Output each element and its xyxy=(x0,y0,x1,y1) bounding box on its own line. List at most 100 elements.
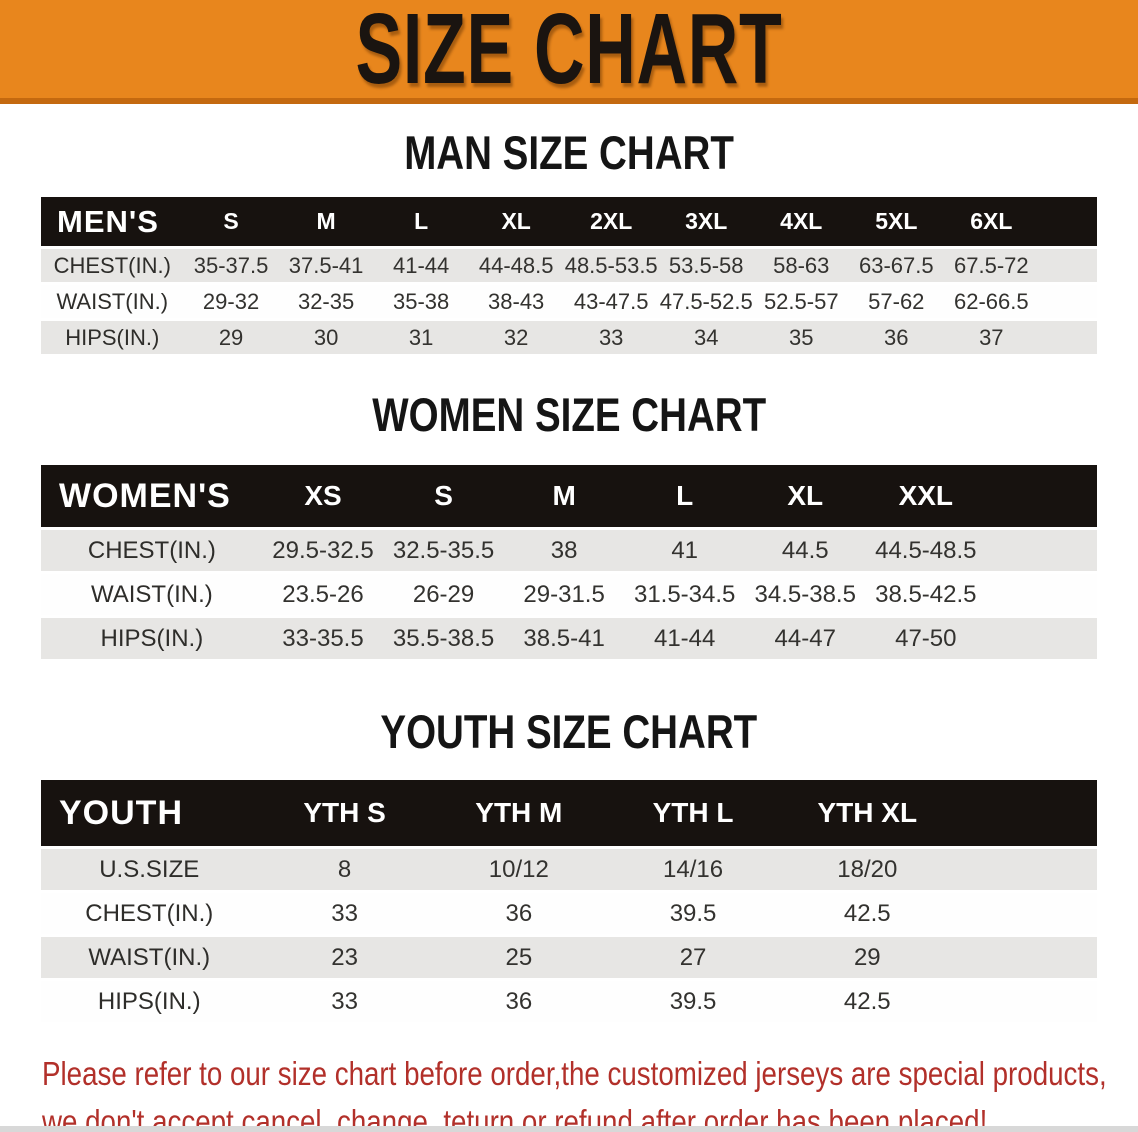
size-value: 44-47 xyxy=(744,618,866,659)
men-corner-label: MEN'S xyxy=(41,197,184,246)
size-value: 33 xyxy=(257,893,432,934)
size-value: 43-47.5 xyxy=(563,285,659,318)
row-label: WAIST(IN.) xyxy=(41,937,258,978)
size-value: 31.5-34.5 xyxy=(624,574,745,615)
row-spacer xyxy=(1038,321,1097,354)
section-women: WOMEN SIZE CHART WOMEN'S XS S M L XL XXL CHEST(I… xyxy=(0,391,1138,662)
row-spacer xyxy=(954,893,1097,934)
youth-corner-label: YOUTH xyxy=(41,780,258,846)
size-value: 14/16 xyxy=(605,849,781,890)
size-column-header: 3XL xyxy=(658,197,754,246)
youth-size-chart-heading: YOUTH SIZE CHART xyxy=(380,705,758,758)
size-value: 48.5-53.5 xyxy=(563,249,659,282)
size-value: 47.5-52.5 xyxy=(658,285,754,318)
banner-title: SIZE CHART xyxy=(355,0,783,104)
size-value: 35-38 xyxy=(373,285,469,318)
size-value: 33 xyxy=(257,981,432,1022)
size-value: 38.5-42.5 xyxy=(865,574,987,615)
size-column-header: YTH S xyxy=(257,780,432,846)
size-value: 26-29 xyxy=(383,574,504,615)
youth-size-table: YOUTH YTH S YTH M YTH L YTH XL U.S.SIZE 8 10/12… xyxy=(41,777,1097,1025)
size-column-header: L xyxy=(373,197,469,246)
size-value: 35-37.5 xyxy=(183,249,279,282)
row-spacer xyxy=(986,574,1097,615)
row-label: WAIST(IN.) xyxy=(41,285,184,318)
disclaimer-line-1: Please refer to our size chart before or… xyxy=(42,1055,1107,1092)
row-label: U.S.SIZE xyxy=(41,849,258,890)
row-spacer xyxy=(986,530,1097,571)
size-value: 30 xyxy=(278,321,374,354)
size-value: 63-67.5 xyxy=(848,249,944,282)
men-size-chart-heading: MAN SIZE CHART xyxy=(404,126,734,179)
size-column-header: L xyxy=(624,465,745,527)
size-value: 10/12 xyxy=(431,849,606,890)
section-heading-wrap: WOMEN SIZE CHART xyxy=(0,391,1138,438)
size-value: 27 xyxy=(605,937,781,978)
header-spacer xyxy=(954,780,1097,846)
row-label: HIPS(IN.) xyxy=(41,618,263,659)
size-value: 44.5 xyxy=(744,530,866,571)
size-column-header: 5XL xyxy=(848,197,944,246)
table-row: HIPS(IN.) 29 30 31 32 33 34 35 36 37 xyxy=(41,321,1097,354)
men-size-table: MEN'S S M L XL 2XL 3XL 4XL 5XL 6XL CHEST(IN.) 35-37… xyxy=(41,194,1097,357)
size-value: 32 xyxy=(468,321,564,354)
table-row: WAIST(IN.) 23 25 27 29 xyxy=(41,937,1097,978)
row-spacer xyxy=(1038,249,1097,282)
women-size-chart-heading: WOMEN SIZE CHART xyxy=(372,388,766,441)
row-spacer xyxy=(954,981,1097,1022)
size-value: 35 xyxy=(753,321,849,354)
women-corner-label: WOMEN'S xyxy=(41,465,263,527)
table-row: CHEST(IN.) 35-37.5 37.5-41 41-44 44-48.5 48.5… xyxy=(41,249,1097,282)
size-column-header: YTH L xyxy=(605,780,781,846)
size-value: 23 xyxy=(257,937,432,978)
size-tables-area: MAN SIZE CHART MEN'S S M L XL 2XL 3XL 4XL 5XL 6XL C… xyxy=(0,129,1138,1025)
disclaimer: Please refer to our size chart before or… xyxy=(0,1051,1138,1132)
size-value: 31 xyxy=(373,321,469,354)
table-header-row: YOUTH YTH S YTH M YTH L YTH XL xyxy=(41,780,1097,846)
size-column-header: XL xyxy=(744,465,866,527)
size-value: 37 xyxy=(943,321,1039,354)
row-label: CHEST(IN.) xyxy=(41,893,258,934)
table-header-row: WOMEN'S XS S M L XL XXL xyxy=(41,465,1097,527)
size-value: 23.5-26 xyxy=(262,574,384,615)
row-spacer xyxy=(954,849,1097,890)
row-spacer xyxy=(954,937,1097,978)
section-heading-wrap: YOUTH SIZE CHART xyxy=(0,708,1138,755)
banner: SIZE CHART xyxy=(0,0,1138,104)
header-spacer xyxy=(1038,197,1097,246)
size-column-header: XXL xyxy=(865,465,987,527)
size-value: 41 xyxy=(624,530,745,571)
section-youth: YOUTH SIZE CHART YOUTH YTH S YTH M YTH L YTH … xyxy=(0,708,1138,1025)
size-value: 39.5 xyxy=(605,893,781,934)
size-value: 37.5-41 xyxy=(278,249,374,282)
size-value: 29 xyxy=(183,321,279,354)
size-value: 18/20 xyxy=(780,849,955,890)
size-value: 29 xyxy=(780,937,955,978)
table-header-row: MEN'S S M L XL 2XL 3XL 4XL 5XL 6XL xyxy=(41,197,1097,246)
size-value: 41-44 xyxy=(624,618,745,659)
table-row: CHEST(IN.) 29.5-32.5 32.5-35.5 38 41 44.5 44.5… xyxy=(41,530,1097,571)
disclaimer-lines: Please refer to our size chart before or… xyxy=(42,1051,1138,1132)
size-column-header: YTH M xyxy=(431,780,606,846)
size-column-header: S xyxy=(383,465,504,527)
size-column-header: YTH XL xyxy=(780,780,955,846)
size-value: 41-44 xyxy=(373,249,469,282)
size-value: 44-48.5 xyxy=(468,249,564,282)
size-value: 34.5-38.5 xyxy=(744,574,866,615)
table-row: HIPS(IN.) 33 36 39.5 42.5 xyxy=(41,981,1097,1022)
size-value: 35.5-38.5 xyxy=(383,618,504,659)
size-value: 47-50 xyxy=(865,618,987,659)
table-row: CHEST(IN.) 33 36 39.5 42.5 xyxy=(41,893,1097,934)
section-men: MAN SIZE CHART MEN'S S M L XL 2XL 3XL 4XL 5XL 6XL C… xyxy=(0,129,1138,357)
size-value: 32-35 xyxy=(278,285,374,318)
size-column-header: 4XL xyxy=(753,197,849,246)
size-value: 36 xyxy=(431,893,606,934)
row-label: CHEST(IN.) xyxy=(41,249,184,282)
size-value: 29-31.5 xyxy=(503,574,625,615)
table-row: WAIST(IN.) 29-32 32-35 35-38 38-43 43-47.5 47.… xyxy=(41,285,1097,318)
table-row: U.S.SIZE 8 10/12 14/16 18/20 xyxy=(41,849,1097,890)
size-column-header: S xyxy=(183,197,279,246)
size-value: 42.5 xyxy=(780,893,955,934)
size-column-header: 6XL xyxy=(943,197,1039,246)
